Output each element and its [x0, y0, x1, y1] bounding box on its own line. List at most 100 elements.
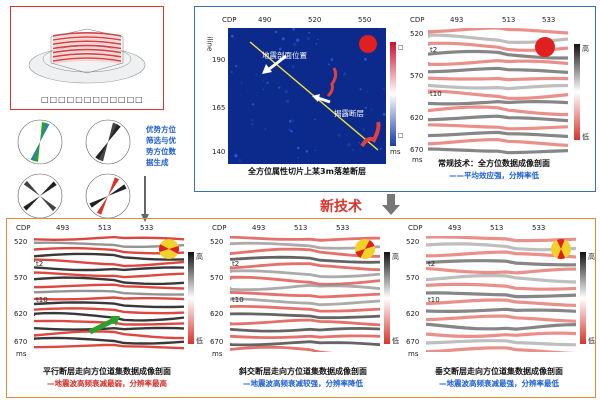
arrow-icon [312, 94, 331, 104]
section-caption-title: 平行断层走向方位道集数据成像剖面 [43, 367, 171, 376]
map-iline-tick: 190 [212, 56, 226, 64]
section-time-tick: 670 [406, 338, 420, 346]
section-caption-title: 斜交断层走向方位道集数据成像剖面 [239, 367, 367, 376]
section-cdp-tick: 513 [98, 224, 112, 232]
new-tech-frame [6, 218, 596, 398]
section-time-tick: 570 [210, 274, 224, 282]
fault-arrow-icon [88, 316, 120, 335]
conv-horizon-label: t2 [430, 46, 438, 54]
arrow-icon [262, 54, 287, 74]
section-colorbar [580, 252, 586, 344]
section-cdp-tick: 493 [448, 224, 462, 232]
conv-cdp-tick: 513 [502, 16, 516, 24]
map-colorbar [390, 42, 396, 146]
section-time-tick: 570 [406, 274, 420, 282]
map-cdp-tick: 490 [258, 16, 272, 24]
section-panel: CDP 493 513 533 520 570 620 670 ms t2 t1… [12, 222, 203, 394]
section-colorbar-high: 高 [588, 253, 595, 261]
down-arrow-icon [382, 194, 400, 215]
conv-cdp-tick: 533 [542, 16, 556, 24]
conventional-section-panel: CDP 493 513 533 520 570 620 670 ms t2 t1… [408, 10, 592, 188]
conv-cdp-tick: 493 [450, 16, 464, 24]
section-time-tick: 520 [210, 238, 224, 246]
new-tech-label: 新技术 [320, 199, 362, 215]
section-horizon-label: t10 [36, 296, 48, 304]
section-cdp-tick: 533 [140, 224, 154, 232]
map-iline-label: iline [205, 36, 214, 52]
section-time-tick: 520 [14, 238, 28, 246]
conv-horizon-label: t10 [430, 90, 442, 98]
azimuth-pie-icon [159, 239, 179, 259]
conv-time-tick: 670 [410, 146, 424, 154]
map-colorbar-marker: □ [398, 44, 404, 51]
section-cdp-tick: 493 [252, 224, 266, 232]
section-caption-sub: —地震波高频衰减最弱，分辨率最高 [47, 379, 167, 388]
section-time-tick: 670 [210, 338, 224, 346]
section-colorbar-low: 低 [392, 337, 399, 345]
section-cdp-tick: 533 [336, 224, 350, 232]
map-annotation-fault-position: 地震剖面位置 [262, 51, 307, 60]
map-cdp-tick: 550 [358, 16, 372, 24]
section-colorbar-low: 低 [588, 337, 595, 345]
section-cdp-label: CDP [16, 224, 31, 232]
down-arrow-icon [141, 176, 149, 222]
section-cdp-tick: 513 [294, 224, 308, 232]
section-time-tick: 620 [406, 310, 420, 318]
conv-colorbar-low: 低 [582, 133, 589, 141]
section-colorbar-high: 高 [196, 253, 203, 261]
map-annotation-revealed-fault: 揭露断层 [334, 109, 364, 118]
map-cdp-tick: 520 [308, 16, 322, 24]
conventional-seismic-section [428, 28, 570, 156]
section-cdp-label: CDP [212, 224, 227, 232]
map-iline-tick: 140 [212, 148, 226, 156]
map-colorbar-marker: □ [398, 132, 404, 139]
section-horizon-label: t2 [36, 260, 44, 268]
conv-caption-sub: ——平均效应强，分辨率低 [449, 171, 539, 180]
section-time-unit: ms [408, 350, 419, 358]
conv-time-tick: 520 [410, 30, 424, 38]
map-iline-tick: 165 [212, 104, 226, 112]
section-caption-sub: —地震波高频衰减最强，分辨率最低 [439, 379, 559, 388]
rose-caption: 优势方位筛选与优势方位数据生成 [146, 125, 176, 167]
section-time-tick: 620 [210, 310, 224, 318]
conv-cdp-label: CDP [410, 16, 425, 24]
azimuth-circle-icon [535, 37, 555, 57]
section-time-tick: 570 [14, 274, 28, 282]
attribute-slice-map [228, 28, 386, 164]
model-panel: □□□□□□□□□□□□ [10, 6, 164, 110]
attribute-map-panel: CDP 490 520 550 iline 190 165 140 地震剖面位置… [200, 10, 404, 180]
model-caption: □□□□□□□□□□□□ [41, 95, 144, 104]
3d-seismic-cube-image [28, 28, 146, 84]
azimuth-pie-icon [355, 239, 375, 259]
section-colorbar [188, 252, 194, 344]
conv-time-unit: ms [412, 156, 423, 164]
section-cdp-tick: 533 [532, 224, 546, 232]
section-panel: CDP 493 513 533 520 570 620 670 ms t2 t1… [208, 222, 399, 394]
section-time-unit: ms [212, 350, 223, 358]
section-horizon-label: t2 [232, 260, 240, 268]
section-time-tick: 670 [14, 338, 28, 346]
section-horizon-label: t2 [428, 260, 436, 268]
section-time-unit: ms [16, 350, 27, 358]
section-cdp-tick: 513 [490, 224, 504, 232]
section-horizon-label: t10 [428, 296, 440, 304]
section-cdp-label: CDP [408, 224, 423, 232]
section-caption-sub: —地震波高频衰减较强，分辨率降低 [243, 379, 363, 388]
section-colorbar [384, 252, 390, 344]
conv-caption-title: 常规技术：全方位数据成像剖面 [438, 159, 550, 168]
seismic-section-image [426, 236, 576, 352]
map-cdp-label: CDP [222, 16, 237, 24]
section-caption-title: 垂交断层走向方位道集数据成像剖面 [435, 367, 563, 376]
map-caption: 全方位属性切片上某3m落差断层 [248, 167, 366, 176]
rose-panel: 优势方位筛选与优势方位数据生成 [12, 116, 182, 224]
conv-time-tick: 570 [410, 72, 424, 80]
section-time-tick: 620 [14, 310, 28, 318]
map-colorbar-unit: ms [390, 148, 401, 156]
conv-colorbar-high: 高 [582, 45, 589, 53]
conv-time-tick: 620 [410, 114, 424, 122]
section-cdp-tick: 493 [56, 224, 70, 232]
azimuth-pie-icon [551, 239, 571, 259]
section-time-tick: 520 [406, 238, 420, 246]
rose-diagram-grid [17, 119, 131, 219]
section-panel: CDP 493 513 533 520 570 620 670 ms t2 t1… [404, 222, 595, 394]
